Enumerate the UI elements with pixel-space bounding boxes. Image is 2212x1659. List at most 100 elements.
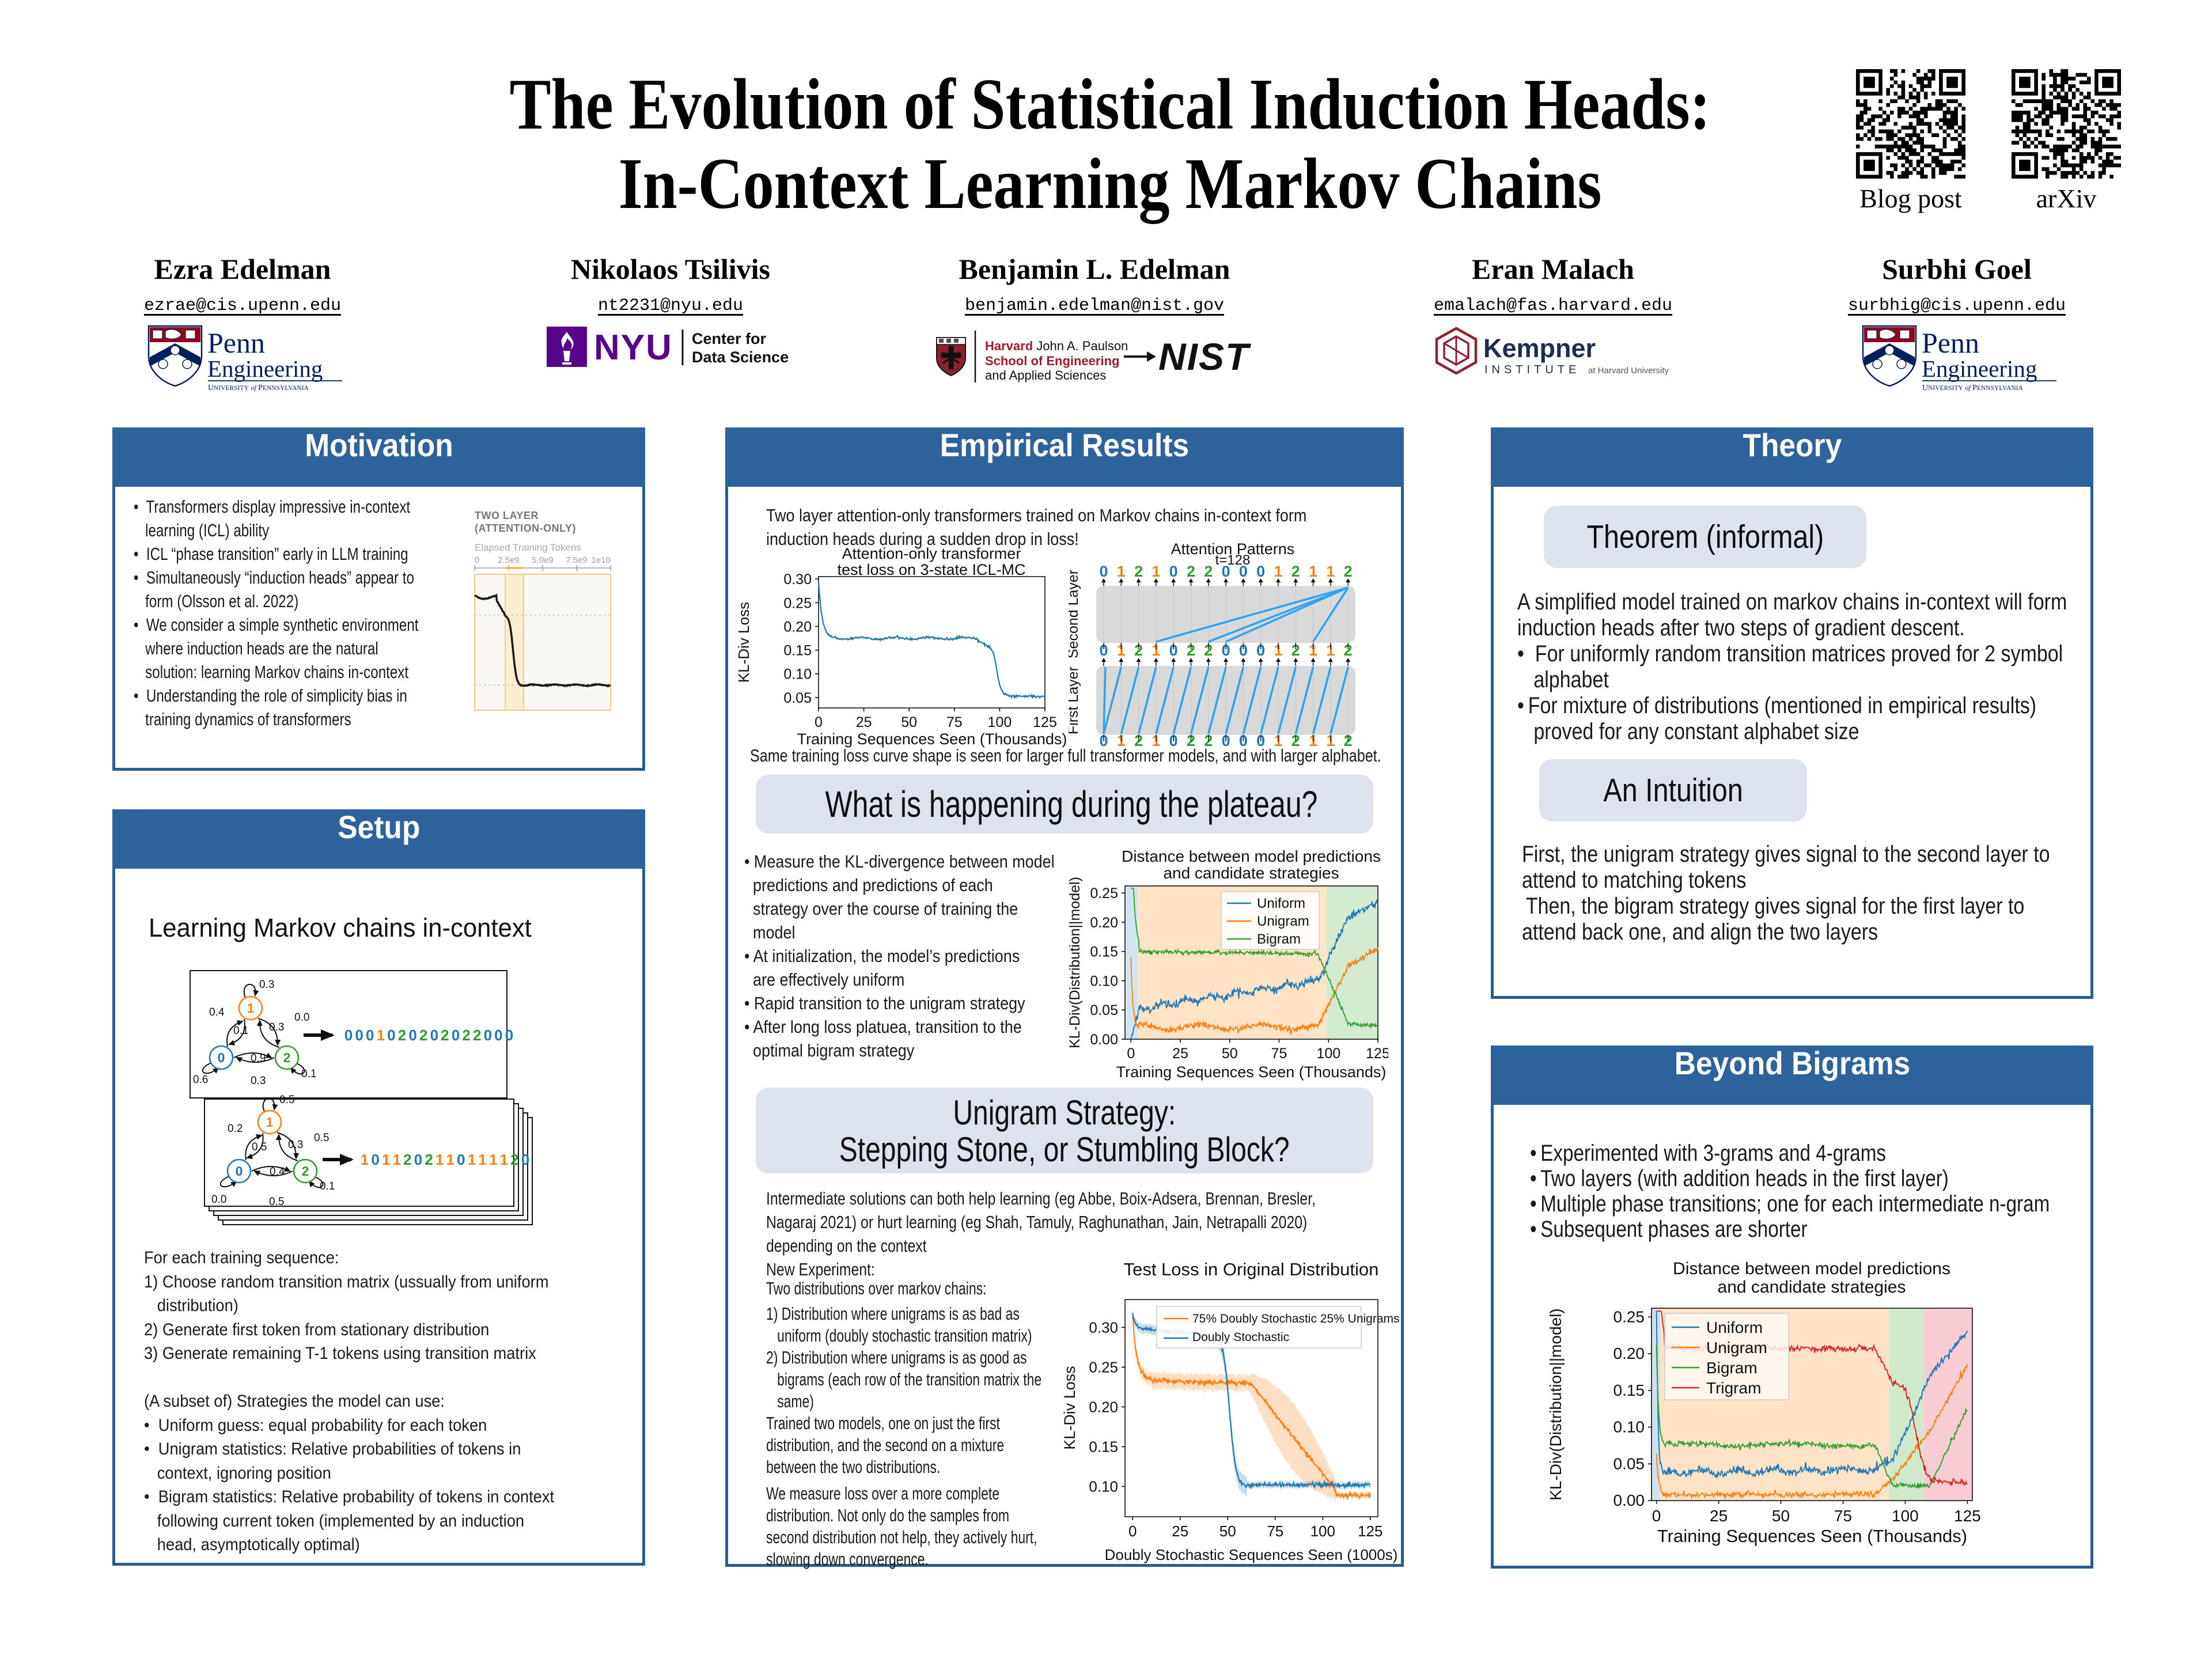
svg-text:1e10: 1e10: [592, 555, 611, 565]
svg-text:0: 0: [408, 1027, 416, 1044]
svg-text:2: 2: [462, 1027, 470, 1044]
svg-text:0: 0: [1652, 1507, 1661, 1525]
svg-text:0.6: 0.6: [193, 1074, 208, 1086]
svg-text:0: 0: [1222, 642, 1230, 659]
svg-text:1: 1: [446, 1151, 454, 1168]
svg-text:NYU: NYU: [594, 328, 673, 368]
svg-text:0: 0: [452, 1027, 460, 1044]
svg-text:1: 1: [361, 1151, 369, 1168]
svg-text:(ATTENTION-ONLY): (ATTENTION-ONLY): [475, 522, 576, 534]
svg-text:1: 1: [393, 1151, 401, 1168]
svg-text:Center for: Center for: [692, 330, 767, 347]
svg-text:100: 100: [988, 714, 1012, 730]
svg-text:0.1: 0.1: [320, 1180, 335, 1192]
svg-text:test loss on 3-state ICL-MC: test loss on 3-state ICL-MC: [837, 561, 1025, 578]
svg-text:0.3: 0.3: [251, 1075, 266, 1087]
svg-text:0: 0: [1099, 642, 1108, 659]
svg-text:125: 125: [1358, 1522, 1382, 1540]
svg-text:Distance between model predict: Distance between model predictions: [1673, 1259, 1950, 1278]
svg-text:75: 75: [946, 714, 963, 730]
svg-text:25: 25: [1172, 1046, 1188, 1062]
svg-text:Test Loss in Original Distribu: Test Loss in Original Distribution: [1124, 1259, 1379, 1279]
svg-text:0.00: 0.00: [1090, 1032, 1118, 1048]
svg-text:125: 125: [1033, 714, 1057, 730]
svg-text:Data Science: Data Science: [692, 349, 789, 366]
svg-text:75: 75: [1267, 1522, 1283, 1540]
svg-text:0: 0: [218, 1050, 225, 1065]
svg-text:2: 2: [1344, 642, 1353, 659]
svg-text:First Layer: First Layer: [1069, 666, 1081, 734]
svg-text:Bigram: Bigram: [1257, 931, 1301, 947]
svg-text:and candidate strategies: and candidate strategies: [1163, 864, 1339, 882]
svg-text:Elapsed Training Tokens: Elapsed Training Tokens: [475, 542, 581, 553]
svg-text:1: 1: [435, 1151, 444, 1168]
svg-text:2: 2: [425, 1151, 433, 1168]
svg-text:2: 2: [510, 1151, 518, 1168]
svg-text:UNIVERSITY of PENNSYLVANIA: UNIVERSITY of PENNSYLVANIA: [208, 384, 309, 392]
svg-text:0.0: 0.0: [211, 1194, 226, 1206]
svg-text:1: 1: [1274, 563, 1282, 580]
svg-text:0.5: 0.5: [252, 1141, 267, 1153]
svg-text:0.05: 0.05: [1613, 1455, 1645, 1472]
svg-text:0.15: 0.15: [783, 643, 812, 659]
svg-text:0: 0: [236, 1164, 243, 1179]
svg-text:UNIVERSITY of PENNSYLVANIA: UNIVERSITY of PENNSYLVANIA: [1922, 384, 2024, 392]
svg-text:1: 1: [382, 1151, 390, 1168]
svg-text:50: 50: [1222, 1046, 1238, 1062]
svg-text:Uniform: Uniform: [1257, 896, 1305, 911]
svg-text:0.0: 0.0: [294, 1012, 309, 1024]
svg-text:1: 1: [500, 1151, 508, 1168]
svg-text:0.15: 0.15: [1089, 1438, 1118, 1456]
svg-text:0: 0: [414, 1151, 422, 1168]
svg-text:75% Doubly Stochastic 25% Unig: 75% Doubly Stochastic 25% Unigrams: [1192, 1312, 1400, 1325]
svg-text:Training Sequences Seen (Thous: Training Sequences Seen (Thousands): [1657, 1526, 1967, 1546]
svg-text:2: 2: [403, 1151, 411, 1168]
svg-text:Distance between model predict: Distance between model predictions: [1122, 847, 1381, 865]
svg-text:0: 0: [1169, 563, 1178, 580]
svg-text:School of Engineering: School of Engineering: [985, 354, 1119, 368]
svg-text:2: 2: [1187, 642, 1195, 659]
svg-text:2: 2: [283, 1050, 291, 1065]
svg-text:1: 1: [1274, 642, 1282, 659]
svg-text:0: 0: [1099, 563, 1108, 580]
svg-text:and Applied Sciences: and Applied Sciences: [985, 368, 1106, 382]
svg-text:0: 0: [815, 714, 823, 730]
svg-text:2: 2: [1187, 563, 1195, 580]
svg-text:0.3: 0.3: [288, 1139, 303, 1151]
svg-text:Attention Patterns: Attention Patterns: [1171, 540, 1295, 558]
svg-text:0.2: 0.2: [228, 1123, 243, 1135]
svg-text:0.4: 0.4: [209, 1006, 225, 1018]
svg-text:50: 50: [1219, 1522, 1236, 1540]
svg-text:Harvard John A. Paulson: Harvard John A. Paulson: [985, 339, 1128, 353]
svg-text:1: 1: [1326, 642, 1335, 659]
svg-text:100: 100: [1316, 1046, 1340, 1062]
svg-text:0.00: 0.00: [1613, 1491, 1645, 1509]
svg-text:75: 75: [1271, 1046, 1287, 1062]
svg-text:100: 100: [1310, 1522, 1335, 1540]
svg-text:1: 1: [1309, 563, 1317, 580]
svg-text:0.4: 0.4: [270, 1166, 285, 1178]
svg-text:1: 1: [1152, 642, 1160, 659]
svg-text:0: 0: [344, 1027, 353, 1044]
svg-text:Unigram: Unigram: [1257, 914, 1309, 929]
svg-text:1: 1: [1117, 642, 1126, 659]
svg-text:0.05: 0.05: [1090, 1002, 1118, 1018]
svg-text:Trigram: Trigram: [1706, 1379, 1761, 1397]
svg-text:25: 25: [856, 714, 872, 730]
svg-text:Doubly Stochastic Sequences Se: Doubly Stochastic Sequences Seen (1000s): [1105, 1546, 1398, 1563]
svg-text:0: 0: [475, 555, 479, 565]
svg-text:0.25: 0.25: [783, 595, 812, 611]
svg-text:0.25: 0.25: [1613, 1308, 1645, 1325]
svg-text:TWO LAYER: TWO LAYER: [475, 510, 539, 521]
svg-text:Training Sequences Seen (Thous: Training Sequences Seen (Thousands): [797, 730, 1067, 748]
svg-text:0: 0: [371, 1151, 379, 1168]
svg-text:125: 125: [1954, 1507, 1981, 1525]
svg-text:1: 1: [1117, 563, 1126, 580]
svg-text:2: 2: [1204, 642, 1213, 659]
svg-text:2: 2: [1291, 642, 1300, 659]
svg-text:Attention-only transformer: Attention-only transformer: [842, 546, 1021, 562]
svg-text:0.25: 0.25: [1090, 885, 1118, 902]
svg-text:0.1: 0.1: [233, 1025, 248, 1037]
svg-text:2: 2: [1291, 563, 1300, 580]
svg-text:0.10: 0.10: [1089, 1478, 1118, 1495]
